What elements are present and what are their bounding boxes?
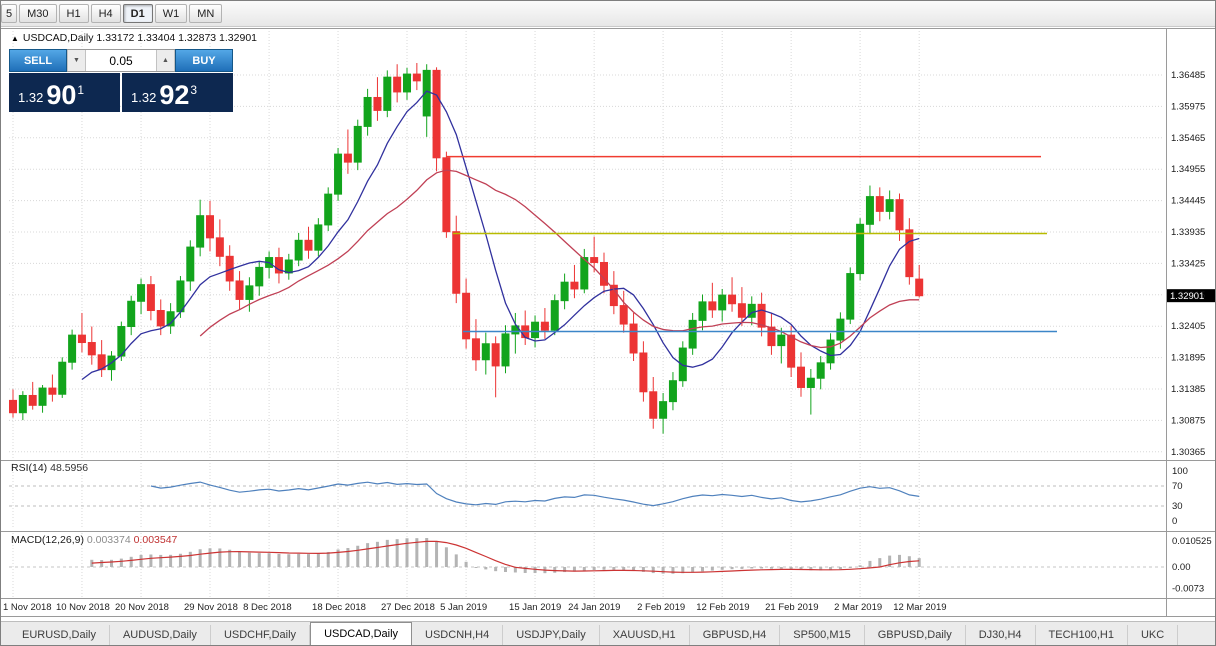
macd-panel: [9, 538, 1164, 574]
timeframe-button-5[interactable]: 5: [1, 4, 18, 23]
macd-indicator-label: MACD(12,26,9) 0.003374 0.003547: [11, 534, 178, 546]
chart-tab-xauusd[interactable]: XAUUSD,H1: [600, 625, 690, 645]
rsi-axis-label: 70: [1172, 481, 1183, 492]
price-axis-label: 1.30365: [1171, 447, 1205, 458]
sell-price-big: 90: [46, 80, 77, 111]
chart-tab-gbpusd[interactable]: GBPUSD,Daily: [865, 625, 966, 645]
chart-tab-bar: EURUSD,Daily AUDUSD,Daily USDCHF,Daily USDC…: [1, 621, 1215, 645]
date-axis-label: 8 Dec 2018: [243, 602, 292, 613]
date-axis-label: 1 Nov 2018: [3, 602, 52, 613]
buy-price-display[interactable]: 1.32 92 3: [122, 73, 233, 112]
timeframe-button-w1[interactable]: W1: [154, 4, 188, 23]
price-axis-label: 1.33935: [1171, 227, 1205, 238]
price-axis-label: 1.32915: [1171, 290, 1205, 301]
price-axis-label: 1.35465: [1171, 133, 1205, 144]
chart-tab-usdjpy[interactable]: USDJPY,Daily: [503, 625, 600, 645]
price-axis-label: 1.31895: [1171, 353, 1205, 364]
chart-tab-usdcad[interactable]: USDCAD,Daily: [310, 622, 413, 645]
ma-line-20: [199, 169, 920, 349]
collapse-panel-icon[interactable]: ▲: [11, 33, 19, 43]
chart-tab-sp500[interactable]: SP500,M15: [780, 625, 865, 645]
timeframe-button-d1[interactable]: D1: [122, 4, 153, 23]
current-price-tag: [1167, 289, 1215, 303]
chart-tab-audusd[interactable]: AUDUSD,Daily: [110, 625, 211, 645]
date-axis-label: 29 Nov 2018: [184, 602, 238, 613]
date-axis-label: 10 Nov 2018: [56, 602, 110, 613]
date-axis-label: 2 Mar 2019: [834, 602, 882, 613]
date-axis-label: 12 Feb 2019: [696, 602, 749, 613]
rsi-indicator-label: RSI(14) 48.5956: [11, 462, 89, 474]
buy-button[interactable]: BUY: [175, 49, 233, 72]
hline-objects[interactable]: [446, 155, 1057, 333]
price-axis-label: 1.34445: [1171, 196, 1205, 207]
timeframe-toolbar: 5 M30 H1 H4 D1 W1 MN: [1, 1, 1215, 27]
rsi-axis-label: 0: [1172, 516, 1177, 527]
candles-layer: [9, 62, 924, 434]
chart-tab-usdcnh[interactable]: USDCNH,H4: [412, 625, 504, 645]
rsi-line: [150, 481, 920, 507]
one-click-trade-panel: SELL ▼ 0.05 ▲ BUY 1.32 90 1 1.32 92 3: [9, 49, 233, 112]
sell-price-prefix: 1.32: [18, 90, 44, 105]
ma-line-8: [81, 90, 920, 381]
date-axis-label: 5 Jan 2019: [440, 602, 487, 613]
macd-axis-label: -0.0073: [1172, 584, 1204, 595]
chart-tab-gbpusd[interactable]: GBPUSD,H4: [690, 625, 781, 645]
sell-button[interactable]: SELL: [9, 49, 67, 72]
price-axis-label: 1.31385: [1171, 384, 1205, 395]
current-price-value: 1.32901: [1170, 291, 1204, 302]
macd-axis-label: 0.00: [1172, 562, 1191, 573]
symbol-info-line: ▲ USDCAD,Daily 1.33172 1.33404 1.32873 1…: [11, 32, 257, 44]
date-axis-label: 18 Dec 2018: [312, 602, 366, 613]
timeframe-button-mn[interactable]: MN: [189, 4, 223, 23]
date-axis-label: 12 Mar 2019: [893, 602, 946, 613]
chart-tab-usdchf[interactable]: USDCHF,Daily: [211, 625, 311, 645]
symbol-ohlc-text: USDCAD,Daily 1.33172 1.33404 1.32873 1.3…: [22, 32, 258, 44]
price-axis-label: 1.35975: [1171, 101, 1205, 112]
macd-axis-label: 0.010525: [1172, 536, 1212, 547]
price-axis-label: 1.36485: [1171, 70, 1205, 81]
price-axis-label: 1.34955: [1171, 164, 1205, 175]
date-axis-label: 21 Feb 2019: [765, 602, 818, 613]
rsi-axis-label: 100: [1172, 466, 1188, 477]
buy-price-big: 92: [159, 80, 190, 111]
timeframe-button-h4[interactable]: H4: [90, 4, 121, 23]
date-axis-label: 15 Jan 2019: [509, 602, 561, 613]
lot-spinner: ▼ 0.05 ▲: [67, 49, 175, 72]
lot-increase-icon[interactable]: ▲: [156, 50, 175, 71]
buy-price-pipette: 3: [190, 83, 198, 97]
rsi-axis-label: 30: [1172, 501, 1183, 512]
price-scale[interactable]: [1166, 28, 1216, 616]
date-axis-label: 27 Dec 2018: [381, 602, 435, 613]
chart-tab-dj30[interactable]: DJ30,H4: [966, 625, 1036, 645]
chart-tab-tech100[interactable]: TECH100,H1: [1036, 625, 1128, 645]
chart-background: [1, 28, 1215, 616]
date-axis-label: 20 Nov 2018: [115, 602, 169, 613]
date-axis-label: 2 Feb 2019: [637, 602, 685, 613]
price-axis-label: 1.33425: [1171, 258, 1205, 269]
macd-signal-line: [91, 540, 920, 573]
timeframe-button-h1[interactable]: H1: [58, 4, 89, 23]
sell-price-pipette: 1: [77, 83, 85, 97]
lot-decrease-icon[interactable]: ▼: [67, 50, 86, 71]
price-axis-label: 1.32405: [1171, 321, 1205, 332]
chart-tab-eurusd[interactable]: EURUSD,Daily: [9, 625, 110, 645]
buy-price-prefix: 1.32: [131, 90, 157, 105]
lot-size-input[interactable]: 0.05: [109, 53, 133, 68]
date-axis-label: 24 Jan 2019: [568, 602, 620, 613]
rsi-panel: [9, 481, 1164, 507]
timeframe-button-m30[interactable]: M30: [19, 4, 57, 23]
sell-price-display[interactable]: 1.32 90 1: [9, 73, 120, 112]
price-axis-label: 1.30875: [1171, 415, 1205, 426]
chart-tab-ukc[interactable]: UKC: [1128, 625, 1179, 645]
